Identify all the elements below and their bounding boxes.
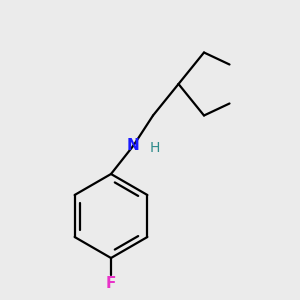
Text: F: F — [106, 276, 116, 291]
Text: H: H — [149, 142, 160, 155]
Text: N: N — [127, 138, 140, 153]
